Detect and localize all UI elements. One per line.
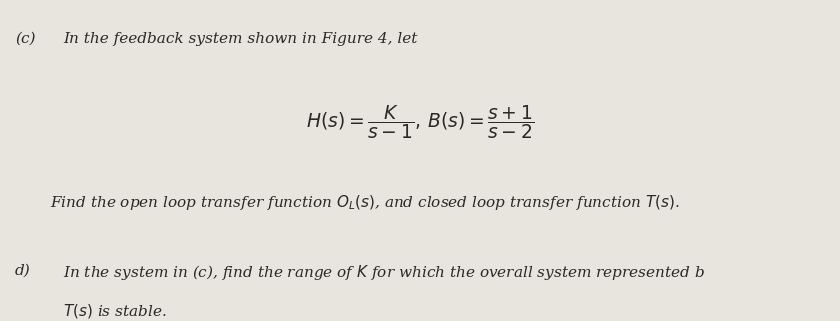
Text: Find the open loop transfer function $O_L(s)$, and closed loop transfer function: Find the open loop transfer function $O_… xyxy=(50,193,680,212)
Text: In the feedback system shown in Figure 4, let: In the feedback system shown in Figure 4… xyxy=(63,32,417,46)
Text: $H(s) = \dfrac{K}{s-1},\, B(s) = \dfrac{s+1}{s-2}$: $H(s) = \dfrac{K}{s-1},\, B(s) = \dfrac{… xyxy=(306,103,534,141)
Text: In the system in (c), find the range of $K$ for which the overall system represe: In the system in (c), find the range of … xyxy=(63,263,706,282)
Text: (c): (c) xyxy=(15,32,35,46)
Text: $T(s)$ is stable.: $T(s)$ is stable. xyxy=(63,302,167,320)
Text: d): d) xyxy=(15,263,31,277)
